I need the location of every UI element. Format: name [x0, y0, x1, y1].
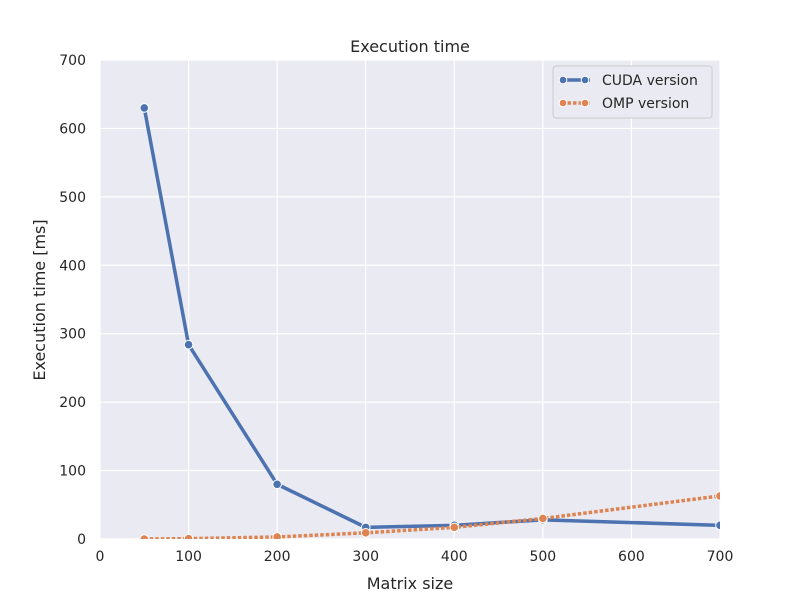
- legend-frame: [552, 65, 713, 119]
- data-point: [272, 479, 282, 490]
- plot-background: [100, 60, 720, 539]
- x-axis-label: Matrix size: [367, 574, 453, 593]
- data-point: [360, 528, 371, 538]
- y-tick-label: 300: [59, 327, 86, 343]
- x-tick-label: 300: [352, 549, 379, 565]
- x-tick-label: 100: [175, 549, 202, 565]
- tick-labels: 0 100 200 300 400 500 600 700 0 100 200 300 400 500 60…: [59, 53, 733, 565]
- x-tick-label: 600: [618, 549, 645, 565]
- legend-marker-cuda: [558, 75, 568, 85]
- y-tick-label: 600: [59, 121, 86, 137]
- y-tick-label: 400: [59, 258, 86, 274]
- x-tick-label: 400: [441, 549, 468, 565]
- x-tick-label: 200: [264, 549, 291, 565]
- legend-marker-omp: [580, 98, 590, 108]
- legend-marker-cuda: [580, 75, 590, 85]
- x-tick-label: 500: [529, 549, 556, 565]
- y-tick-label: 200: [59, 395, 86, 411]
- legend-marker-omp: [558, 98, 568, 108]
- series-layer: [139, 103, 720, 539]
- data-point: [139, 103, 150, 113]
- data-point: [538, 513, 548, 524]
- y-tick-label: 100: [59, 464, 86, 480]
- y-tick-label: 500: [59, 190, 86, 206]
- chart-title: Execution time: [350, 37, 470, 56]
- legend: CUDA version OMP version: [552, 65, 713, 119]
- data-point: [715, 520, 720, 531]
- data-point: [272, 532, 282, 539]
- legend-label-omp: OMP version: [602, 96, 689, 112]
- data-point: [715, 491, 720, 501]
- data-point: [183, 533, 194, 539]
- data-point: [449, 522, 460, 533]
- series-omp: [139, 491, 720, 539]
- data-point: [183, 339, 194, 350]
- y-axis-label: Execution time [ms]: [30, 219, 49, 380]
- legend-label-cuda: CUDA version: [602, 73, 698, 89]
- y-tick-label: 0: [77, 532, 86, 548]
- grid-lines: [99, 59, 721, 540]
- x-tick-label: 0: [96, 549, 105, 565]
- y-tick-label: 700: [59, 53, 86, 69]
- data-point: [139, 534, 150, 539]
- x-tick-label: 700: [707, 549, 734, 565]
